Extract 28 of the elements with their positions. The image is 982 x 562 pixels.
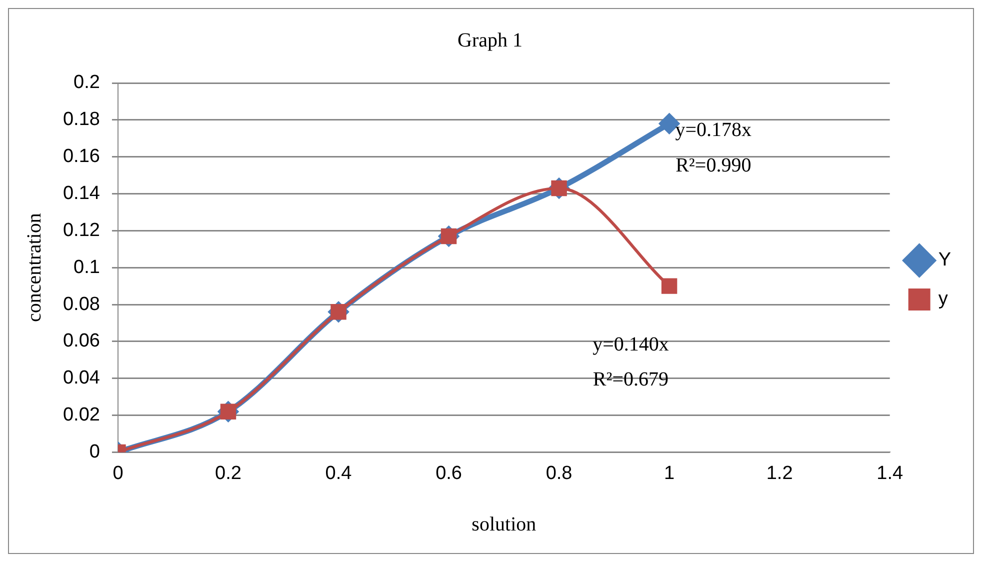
- x-tick-label: 0.8: [546, 462, 572, 484]
- x-axis-title: solution: [472, 513, 536, 536]
- x-tick-label: 0.2: [215, 462, 242, 484]
- y-tick-label: 0.1: [74, 256, 100, 278]
- annotation: y=0.178x: [675, 119, 752, 142]
- x-tick-label: 1.2: [766, 462, 793, 484]
- chart-title: Graph 1: [458, 29, 522, 52]
- annotation: R²=0.990: [676, 154, 752, 176]
- y-axis-title: concentration: [23, 213, 46, 322]
- y-tick-label: 0.16: [62, 146, 100, 168]
- legend-label: y: [938, 288, 948, 310]
- y-tick-label: 0.06: [62, 330, 100, 352]
- y-tick-label: 0.18: [62, 109, 100, 130]
- y-tick-label: 0: [89, 441, 100, 462]
- y-tick-label: 0.04: [62, 368, 100, 389]
- x-tick-label: 0: [112, 462, 124, 484]
- annotation: y=0.140x: [592, 333, 669, 356]
- legend-label: Y: [938, 250, 952, 271]
- x-tick-label: 0.4: [325, 462, 352, 484]
- y-tick-label: 0.02: [62, 404, 100, 426]
- x-tick-label: 0.6: [436, 462, 462, 484]
- y-tick-label: 0.2: [74, 72, 100, 94]
- y-tick-label: 0.08: [62, 294, 100, 315]
- x-tick-label: 1.4: [876, 462, 904, 484]
- x-tick-label: 1: [664, 462, 675, 484]
- y-tick-label: 0.12: [62, 220, 100, 241]
- annotation: R²=0.679: [592, 368, 669, 390]
- y-tick-label: 0.14: [62, 182, 100, 204]
